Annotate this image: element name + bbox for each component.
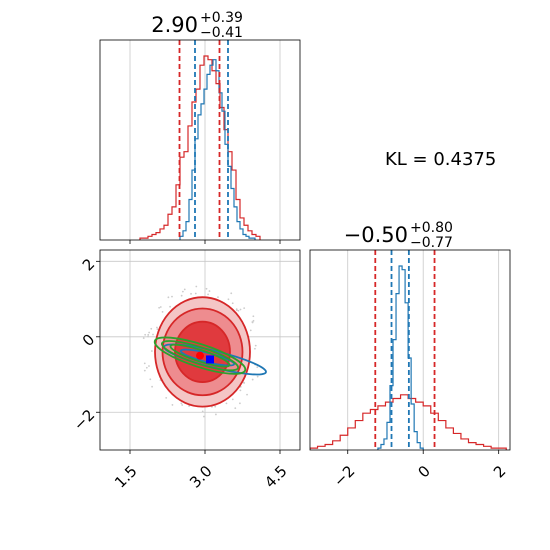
bl-scatter-point (171, 295, 173, 298)
kl-annotation: KL = 0.4375 (385, 149, 496, 170)
bl-scatter-point (227, 298, 230, 301)
bl-scatter-point (203, 415, 205, 418)
bl-scatter-point (150, 327, 153, 330)
bl-scatter-point (181, 290, 184, 293)
bl-scatter-point (208, 290, 211, 292)
br-xtick-label-2: 2 (490, 462, 509, 481)
bl-scatter-point (151, 385, 153, 388)
bl-scatter-point (161, 310, 164, 313)
bl-scatter-point (246, 393, 248, 396)
br-frame (309, 249, 511, 451)
br-hist-series-1 (377, 265, 424, 450)
bl-scatter-point (180, 402, 183, 405)
tl-frame (99, 39, 301, 241)
bl-scatter-point (249, 329, 252, 332)
bl-scatter-point (254, 344, 257, 347)
tl-title-plus: +0.39 (200, 10, 243, 26)
tl-hist-series-0 (139, 55, 261, 240)
bl-scatter-point (256, 375, 259, 378)
bl-truth-marker (206, 355, 214, 364)
bl-scatter-point (143, 369, 146, 372)
bl-ytick-label-2: 2 (79, 255, 98, 274)
bl-scatter-point (217, 296, 219, 299)
bl-scatter-point (231, 398, 234, 401)
bl-scatter-point (180, 294, 183, 297)
bl-scatter-point (252, 315, 255, 318)
bl-xtick-label-1: 3.0 (186, 462, 216, 492)
bl-green-contour-1 (160, 340, 240, 372)
bl-scatter-point (205, 287, 208, 290)
bl-scatter-point (183, 288, 186, 291)
bl-scatter-point (194, 292, 197, 295)
bl-scatter-point (195, 285, 198, 288)
bl-scatter-point (147, 335, 149, 338)
bl-scatter-point (252, 319, 255, 322)
bl-ytick-label-1: 0 (79, 330, 98, 349)
bl-scatter-point (256, 366, 259, 369)
bl-contours (142, 285, 267, 418)
bl-scatter-point (150, 350, 153, 352)
bl-scatter-point (147, 333, 150, 336)
tl-histograms (139, 55, 261, 240)
bl-xtick-label-2: 4.5 (261, 462, 291, 492)
bl-ytick-label-0: −2 (70, 406, 98, 434)
bl-scatter-point (143, 362, 146, 365)
bl-scatter-point (201, 410, 204, 413)
bl-scatter-point (215, 413, 217, 416)
bl-scatter-point (234, 407, 237, 410)
br-xtick-label-0: −2 (330, 462, 358, 490)
bl-scatter-point (239, 402, 241, 405)
bl-scatter-point (243, 382, 246, 384)
bl-scatter-point (231, 302, 234, 305)
bl-green-contour-2 (169, 343, 231, 368)
bl-scatter-point (171, 404, 174, 406)
bl-scatter-point (214, 405, 217, 408)
bl-scatter-point (145, 366, 148, 369)
bl-scatter-point (148, 331, 151, 334)
bl-scatter-point (225, 402, 228, 405)
bl-scatter-point (239, 308, 242, 311)
br-title-minus: −0.77 (410, 235, 453, 251)
bl-scatter-point (243, 307, 246, 310)
bl-scatter-point (148, 365, 150, 367)
bl-frame (99, 249, 301, 451)
bl-scatter-point (230, 292, 233, 295)
bl-scatter-point (190, 292, 192, 295)
br-title-plus: +0.80 (410, 220, 453, 236)
bl-scatter-point (237, 309, 240, 312)
br-xtick-label-1: 0 (414, 462, 433, 481)
bl-scatter-point (169, 305, 171, 308)
bl-scatter-point (251, 378, 254, 381)
bl-scatter-point (207, 293, 209, 296)
tl-title-minus: −0.41 (200, 25, 243, 41)
bl-scatter-point (152, 333, 154, 336)
bl-red-marker (196, 351, 204, 360)
bl-scatter-point (149, 378, 152, 381)
bl-scatter-point (156, 328, 159, 331)
bl-xtick-label-0: 1.5 (111, 462, 141, 492)
bl-green-contour-0 (153, 336, 247, 375)
bl-scatter-point (167, 296, 170, 299)
bl-scatter-point (144, 333, 147, 336)
bl-scatter-point (158, 306, 161, 309)
bl-scatter-point (254, 347, 256, 350)
bl-scatter-point (251, 321, 254, 324)
bl-scatter-point (142, 337, 145, 339)
bl-scatter-point (181, 404, 184, 406)
br-title-value: −0.50 (344, 223, 408, 247)
bl-scatter-point (159, 306, 162, 308)
tl-title-value: 2.90 (151, 13, 198, 37)
bl-scatter-point (165, 396, 168, 399)
bl-scatter-point (156, 326, 158, 329)
tl-hist-series-1 (179, 59, 256, 240)
bl-scatter-point (239, 389, 242, 392)
bl-scatter-point (235, 309, 238, 312)
